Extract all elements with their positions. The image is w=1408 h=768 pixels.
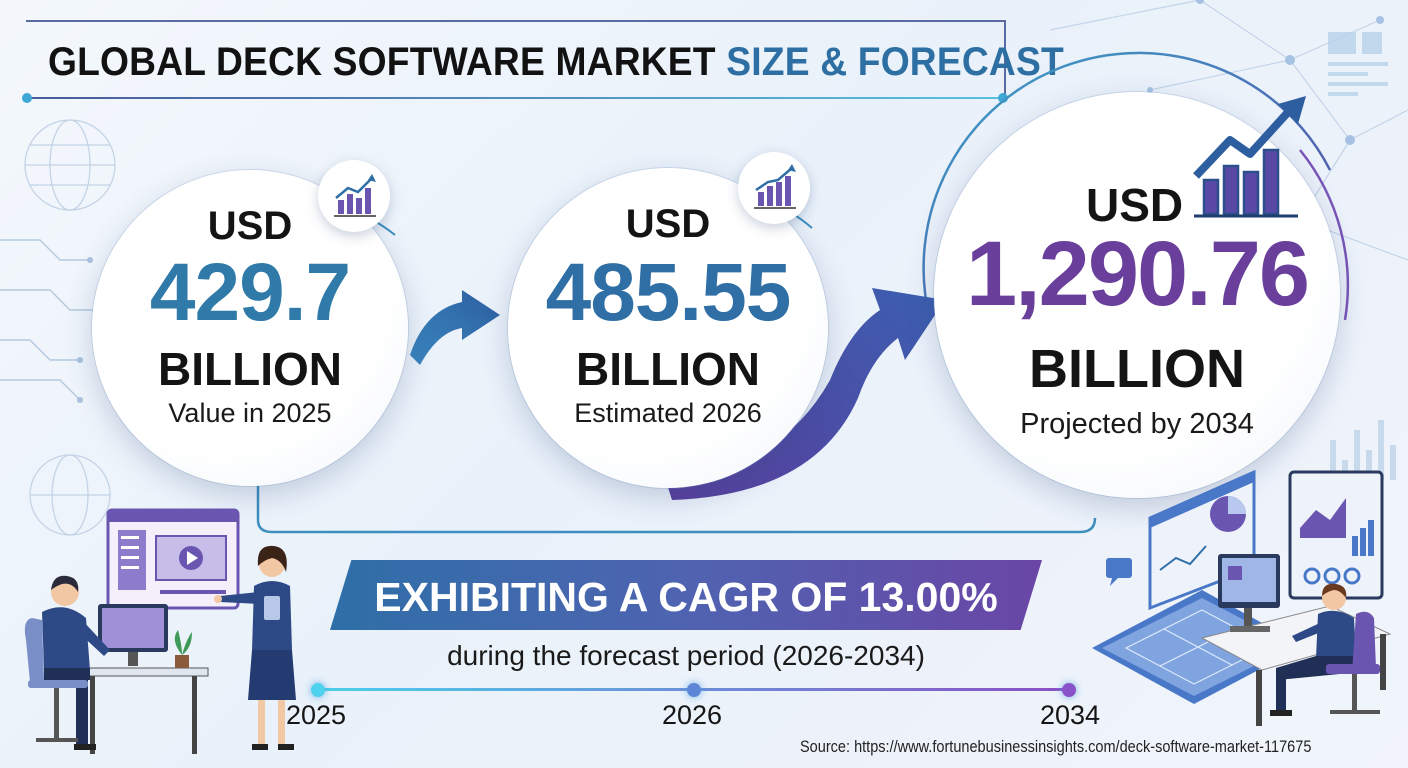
stat-unit: BILLION	[1029, 339, 1245, 399]
cagr-banner	[330, 560, 1042, 630]
timeline-dot-2025	[311, 683, 325, 697]
title-accent: SIZE & FORECAST	[726, 40, 1064, 84]
office-presentation-illustration	[24, 508, 296, 754]
stat-value: 485.55	[545, 247, 792, 338]
page-title: GLOBAL DECK SOFTWARE MARKET SIZE & FOREC…	[48, 40, 1064, 85]
title-underline	[26, 97, 1006, 99]
stat-currency: USD	[207, 204, 293, 248]
stat-currency: USD	[625, 202, 711, 246]
title-underline-dot-left	[22, 93, 32, 103]
title-frame	[26, 20, 1006, 98]
stat-caption: Projected by 2034	[1020, 408, 1254, 440]
stat-currency: USD	[1086, 179, 1184, 231]
stat-caption: Value in 2025	[168, 398, 332, 428]
timeline-year-2026: 2026	[662, 700, 723, 730]
bar-chart-growth-icon	[738, 152, 810, 224]
cagr-period: during the forecast period (2026-2034)	[447, 640, 925, 671]
stat-circle-2025: USD 429.7 BILLION Value in 2025	[92, 170, 408, 486]
stat-unit: BILLION	[576, 343, 760, 395]
timeline-dot-2026	[687, 683, 701, 697]
stat-unit: BILLION	[158, 343, 342, 395]
timeline-year-2025: 2025	[286, 700, 347, 730]
bar-chart-growth-icon	[318, 160, 390, 232]
analytics-workstation-illustration	[1092, 469, 1392, 726]
bar-chart-arrow-up-icon	[1193, 96, 1306, 218]
stat-caption: Estimated 2026	[574, 398, 762, 428]
title-main: GLOBAL DECK SOFTWARE MARKET	[48, 40, 716, 84]
stat-value: 1,290.76	[965, 223, 1310, 325]
title-underline-dot-right	[998, 93, 1008, 103]
timeline-year-2034: 2034	[1040, 700, 1101, 730]
source-citation: Source: https://www.fortunebusinessinsig…	[800, 738, 1312, 756]
timeline-dot-2034	[1062, 683, 1076, 697]
cagr-headline: EXHIBITING A CAGR OF 13.00%	[374, 574, 998, 620]
stat-value: 429.7	[149, 247, 351, 338]
